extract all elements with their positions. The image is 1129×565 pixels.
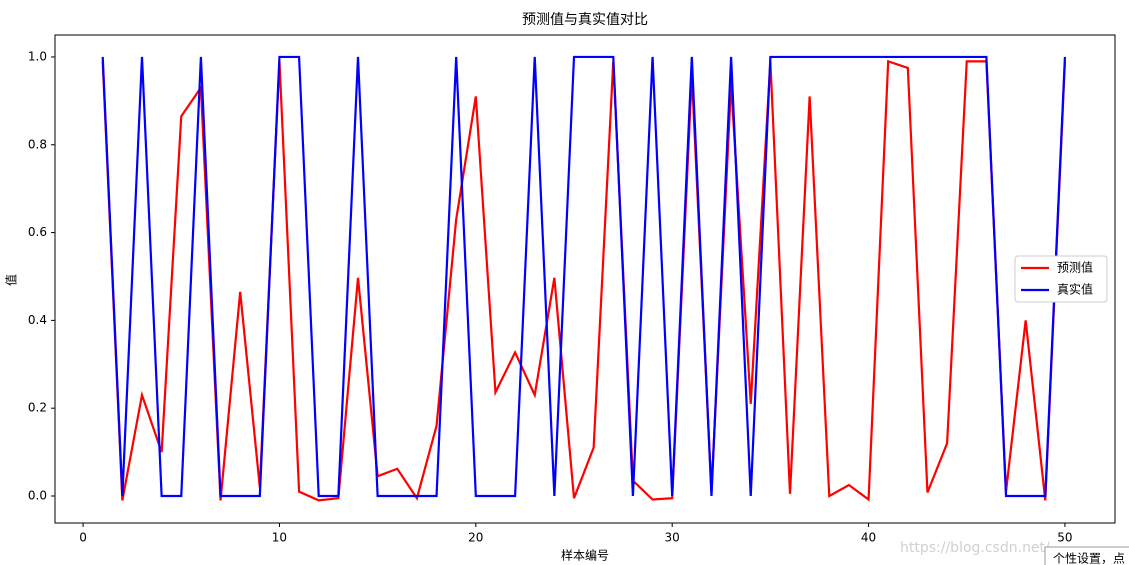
- legend-label: 真实值: [1057, 282, 1093, 297]
- y-tick-label: 1.0: [28, 49, 47, 63]
- x-tick-label: 20: [468, 531, 483, 545]
- settings-button[interactable]: [1044, 546, 1129, 565]
- line-series: [101, 55, 1067, 498]
- x-tick-label: 50: [1057, 531, 1072, 545]
- plot-frame: [54, 34, 1116, 524]
- settings-button-label[interactable]: 个性设置，点: [1053, 552, 1125, 565]
- y-tick-label: 0.6: [28, 225, 47, 239]
- y-tick-label: 0.0: [28, 488, 47, 502]
- legend-label: 预测值: [1057, 260, 1093, 275]
- y-tick-label: 0.8: [28, 137, 47, 151]
- line-series: [101, 59, 1067, 502]
- x-tick-label: 0: [79, 531, 87, 545]
- y-tick-label: 0.2: [28, 401, 47, 415]
- y-axis-label: 值: [4, 274, 19, 286]
- x-tick-label: 10: [272, 531, 287, 545]
- y-tick-label: 0.4: [28, 313, 47, 327]
- x-axis-label: 样本编号: [561, 548, 609, 563]
- watermark: https://blog.csdn.net/: [900, 540, 1050, 556]
- x-tick-label: 30: [665, 531, 680, 545]
- chart-title: 预测值与真实值对比: [522, 12, 648, 28]
- x-tick-label: 40: [861, 531, 876, 545]
